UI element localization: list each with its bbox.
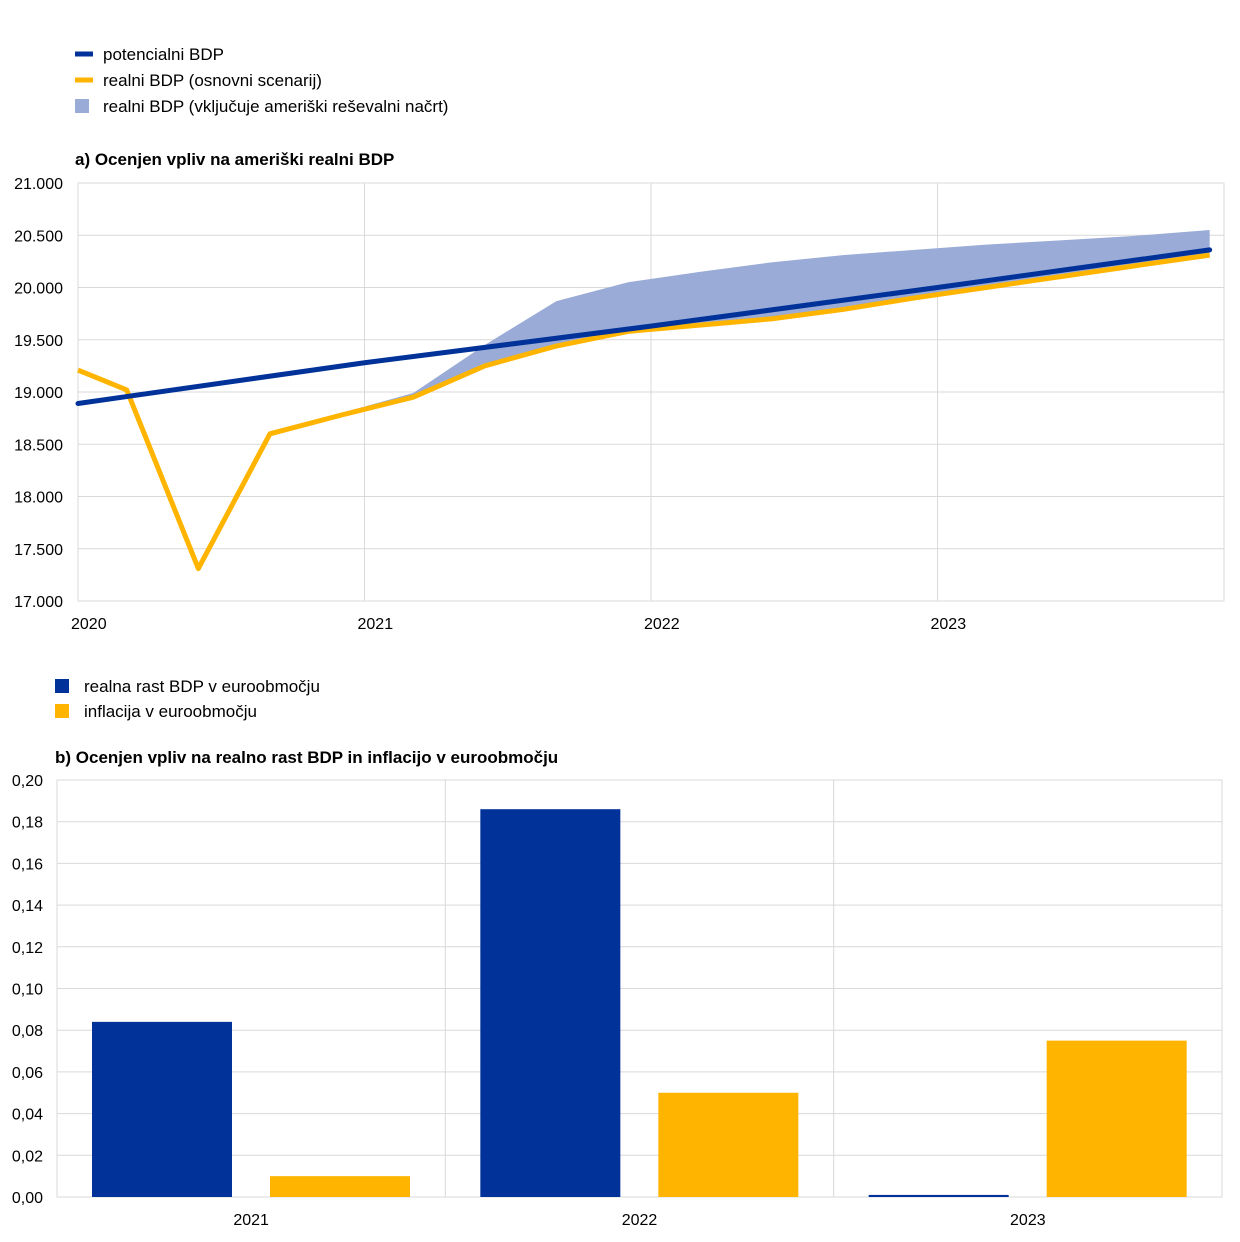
chart-b: realna rast BDP v euroobmočju inflacija v… xyxy=(12,677,1223,1229)
chart-a-y-tick-label: 20.500 xyxy=(14,228,63,245)
chart-b-y-tick-label: 0,02 xyxy=(12,1148,43,1165)
chart-a-y-tick-label: 21.000 xyxy=(14,176,63,193)
chart-b-y-tick-label: 0,06 xyxy=(12,1065,43,1082)
chart-b-legend: realna rast BDP v euroobmočju inflacija v… xyxy=(55,677,320,721)
chart-a-y-tick-label: 20.000 xyxy=(14,281,63,298)
chart-b-title: b) Ocenjen vpliv na realno rast BDP in i… xyxy=(55,748,558,767)
bar-inflation-2023 xyxy=(1046,1040,1187,1197)
chart-a-x-tick-label: 2022 xyxy=(644,616,680,633)
chart-a-y-tick-label: 17.500 xyxy=(14,542,63,559)
chart-b-y-tick-label: 0,12 xyxy=(12,940,43,957)
bar-inflation-2021 xyxy=(270,1176,410,1197)
legend-swatch-b-0 xyxy=(55,679,69,693)
chart-b-y-tick-label: 0,08 xyxy=(12,1023,43,1040)
chart-b-y-tick-label: 0,10 xyxy=(12,982,43,999)
chart-b-x-ticks: 2021 2022 2023 xyxy=(233,1212,1045,1229)
chart-b-x-tick-label: 2021 xyxy=(233,1212,269,1229)
bar-gdp-growth-2021 xyxy=(92,1021,232,1197)
chart-a-y-tick-label: 17.000 xyxy=(14,594,63,611)
chart-a-y-tick-label: 18.000 xyxy=(14,490,63,507)
chart-a-x-ticks: 2020 2021 2022 2023 xyxy=(71,616,966,633)
chart-b-y-tick-label: 0,18 xyxy=(12,815,43,832)
chart-a-lines xyxy=(75,247,1213,572)
chart-b-y-tick-label: 0,16 xyxy=(12,856,43,873)
legend-label-1: realni BDP (osnovni scenarij) xyxy=(103,71,322,90)
bar-gdp-growth-2023 xyxy=(868,1194,1009,1197)
legend-label-2: realni BDP (vključuje ameriški reševalni… xyxy=(103,97,448,116)
chart-a-y-ticks: 17.000 17.500 18.000 18.500 19.000 19.500 20.0… xyxy=(14,176,63,611)
chart-b-y-tick-label: 0,04 xyxy=(12,1107,43,1124)
bar-gdp-growth-2022 xyxy=(480,809,621,1197)
band-area-rescue-plan xyxy=(341,230,1210,415)
bar-inflation-2022 xyxy=(658,1092,799,1197)
legend-swatch-0 xyxy=(75,51,93,57)
chart-b-x-tick-label: 2022 xyxy=(622,1212,658,1229)
chart-b-y-tick-label: 0,14 xyxy=(12,898,43,915)
legend-swatch-b-1 xyxy=(55,704,69,718)
chart-a-x-tick-label: 2020 xyxy=(71,616,107,633)
chart-a-band-layer xyxy=(341,230,1210,415)
chart-b-y-tick-label: 0,20 xyxy=(12,773,43,790)
chart-b-y-ticks: 0,00 0,02 0,04 0,06 0,08 0,10 0,12 0,14 0,16 0,18… xyxy=(12,773,43,1207)
chart-a-legend: potencialni BDP realni BDP (osnovni scena… xyxy=(75,45,448,116)
chart-a-title: a) Ocenjen vpliv na ameriški realni BDP xyxy=(75,150,394,169)
chart-a-y-tick-label: 18.500 xyxy=(14,437,63,454)
legend-swatch-2 xyxy=(75,99,89,113)
chart-a-x-tick-label: 2023 xyxy=(931,616,967,633)
chart-b-y-tick-label: 0,00 xyxy=(12,1190,43,1207)
chart-b-bars xyxy=(92,809,1187,1197)
legend-swatch-1 xyxy=(75,77,93,83)
legend-label-0: potencialni BDP xyxy=(103,45,224,64)
chart-a-y-tick-label: 19.500 xyxy=(14,333,63,350)
legend-label-b-0: realna rast BDP v euroobmočju xyxy=(84,677,320,696)
chart-a-y-tick-label: 19.000 xyxy=(14,385,63,402)
chart-b-x-tick-label: 2023 xyxy=(1010,1212,1046,1229)
chart-a: potencialni BDP realni BDP (osnovni scena… xyxy=(14,45,1225,633)
legend-label-b-1: inflacija v euroobmočju xyxy=(84,702,257,721)
line-potential-gdp xyxy=(75,247,1213,406)
chart-b-grid xyxy=(56,779,1223,1198)
chart-a-x-tick-label: 2021 xyxy=(358,616,394,633)
